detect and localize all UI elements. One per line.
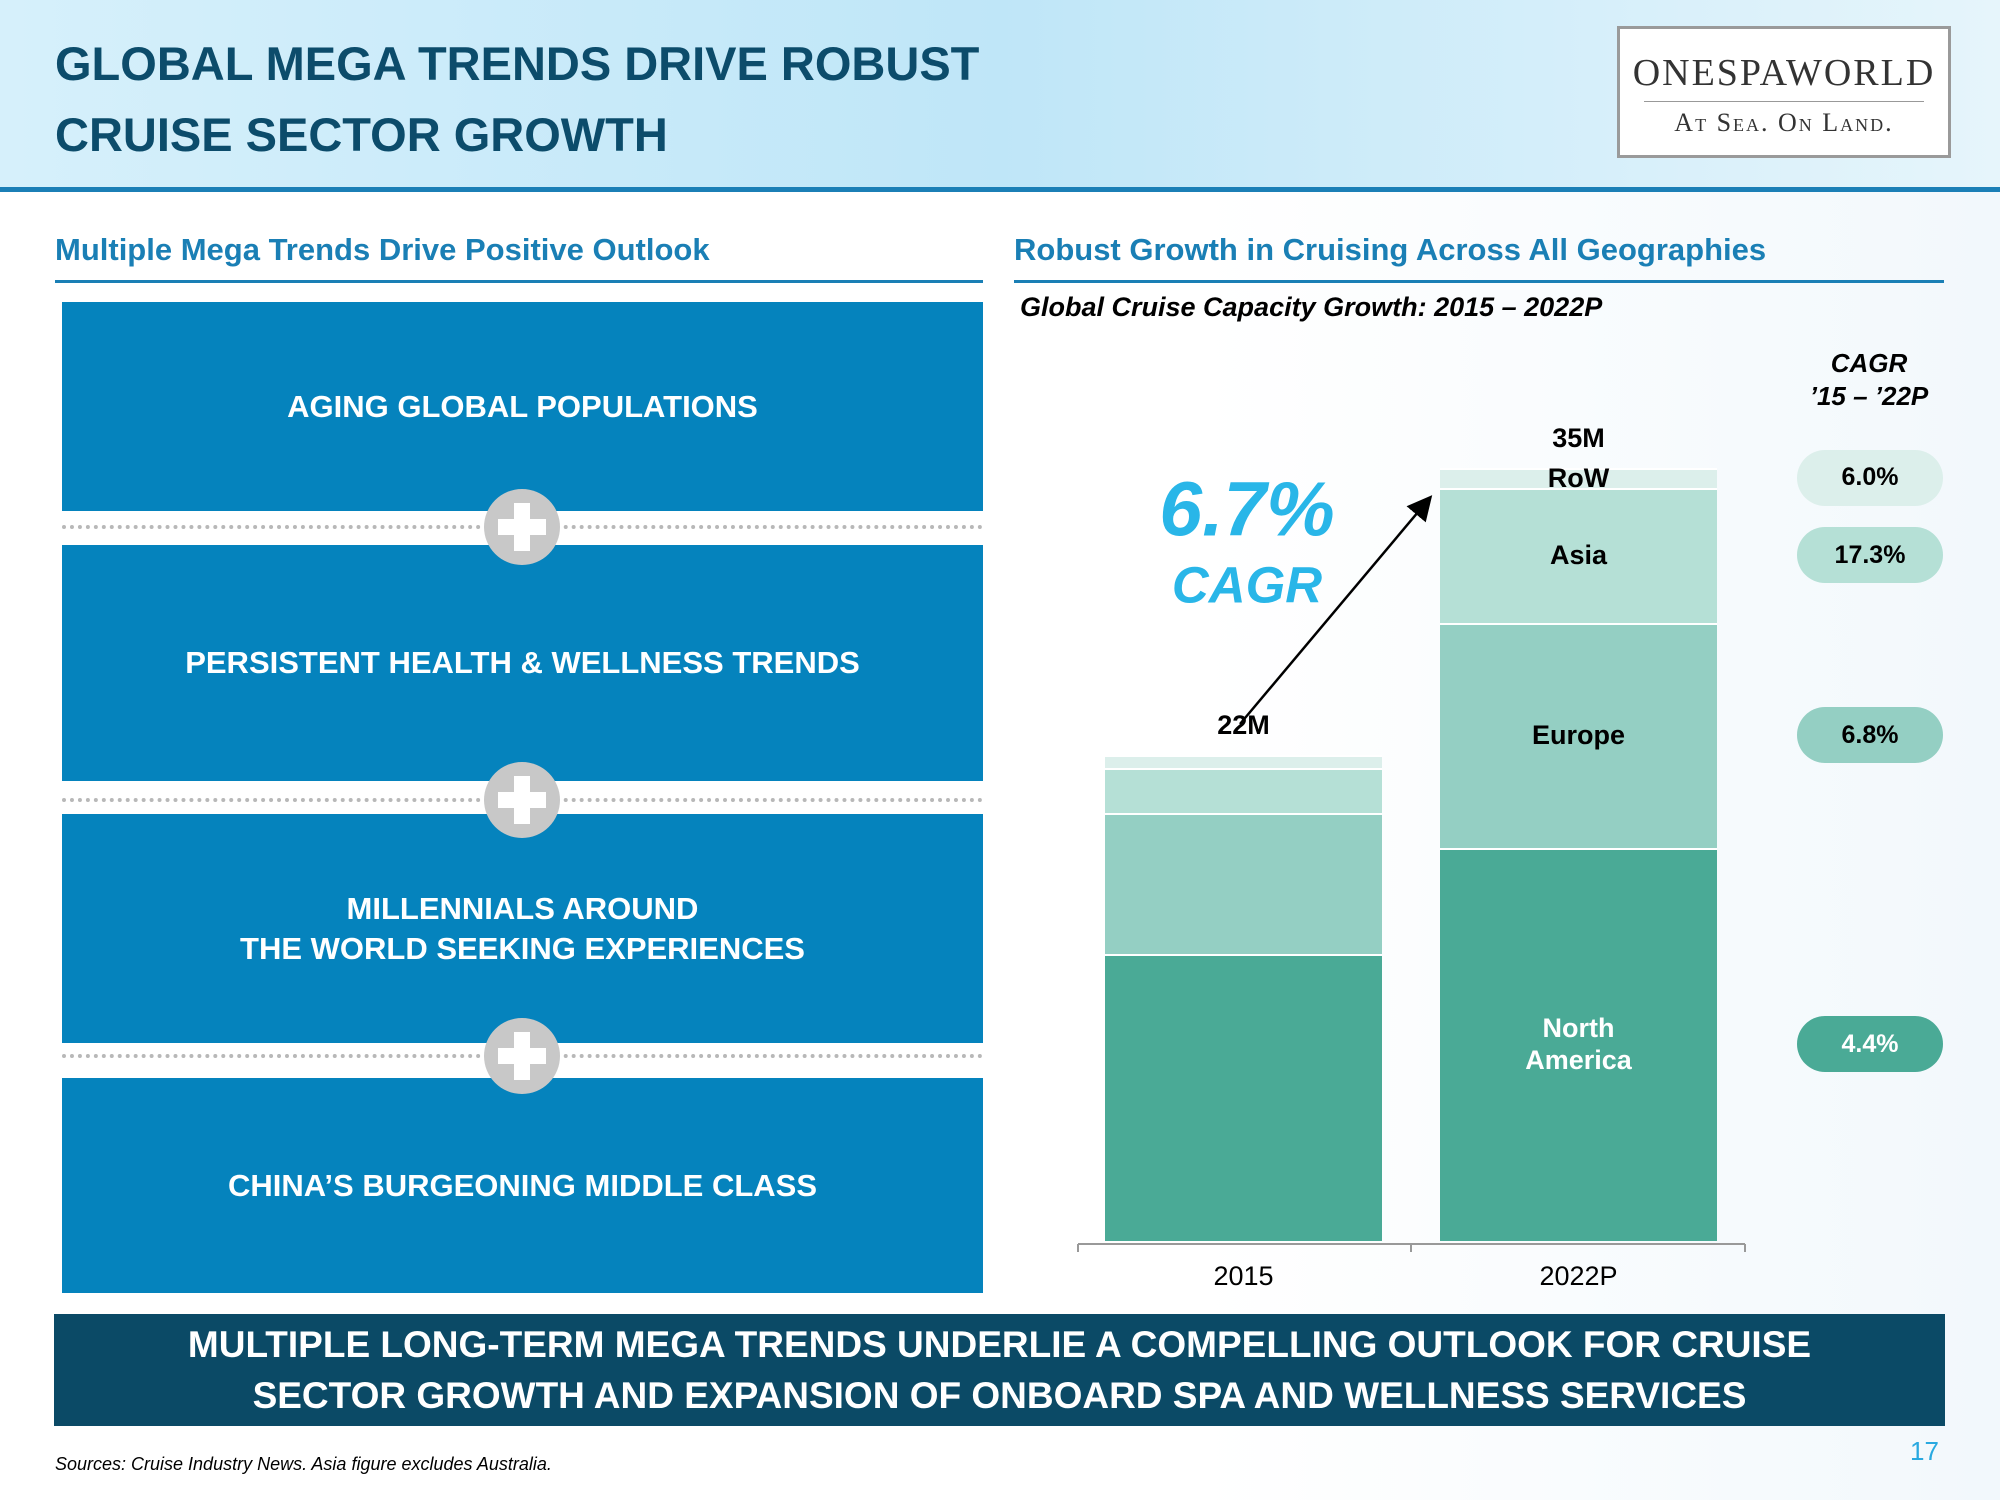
trend-text: PERSISTENT HEALTH & WELLNESS TRENDS bbox=[185, 645, 860, 680]
cagr-pill: 17.3% bbox=[1797, 527, 1943, 584]
arrow bbox=[1239, 495, 1433, 725]
bar-segment bbox=[1105, 768, 1382, 813]
cagr-pill: 6.0% bbox=[1797, 449, 1943, 506]
trend-text: CHINA’S BURGEONING MIDDLE CLASS bbox=[227, 1167, 818, 1203]
cagr-annotation: 6.7% bbox=[1159, 466, 1335, 553]
page-number: 17 bbox=[1910, 1436, 1939, 1466]
left-heading: Multiple Mega Trends Drive Positive Outl… bbox=[55, 232, 710, 267]
segment-label: Europe bbox=[1531, 720, 1625, 751]
logo-name: ONESPAWORLD bbox=[1632, 52, 1936, 94]
trend-text: AGING GLOBAL POPULATIONS bbox=[287, 388, 758, 424]
cagr-annotation-label: CAGR bbox=[1171, 556, 1323, 614]
banner-line: MULTIPLE LONG-TERM MEGA TRENDS UNDERLIE … bbox=[187, 1324, 1812, 1365]
bar-segment bbox=[1105, 953, 1382, 1241]
bar-segment bbox=[1440, 487, 1717, 623]
bar-segment bbox=[1440, 622, 1717, 848]
bar-segment bbox=[1105, 755, 1382, 769]
banner-line: SECTOR GROWTH AND EXPANSION OF ONBOARD S… bbox=[252, 1375, 1747, 1416]
conclusion-banner: MULTIPLE LONG-TERM MEGA TRENDS UNDERLIE … bbox=[54, 1314, 1945, 1426]
cagr-pill: 6.8% bbox=[1797, 707, 1943, 764]
trend-box: MILLENNIALS AROUND THE WORLD SEEKING EXPE… bbox=[62, 814, 983, 1043]
logo-tagline: At Sea. On Land. bbox=[1674, 108, 1894, 137]
chart-title: Global Cruise Capacity Growth: 2015 – 20… bbox=[1020, 292, 1603, 322]
logo: ONESPAWORLD At Sea. On Land. bbox=[1617, 26, 1951, 158]
bar-segment bbox=[1440, 468, 1717, 488]
right-heading: Robust Growth in Cruising Across All Geo… bbox=[1014, 232, 1767, 267]
cagr-pill: 4.4% bbox=[1797, 1016, 1943, 1073]
logo-rule bbox=[1644, 101, 1924, 102]
heading-rule bbox=[55, 280, 983, 283]
title-line: CRUISE SECTOR GROWTH bbox=[55, 108, 668, 161]
title-line: GLOBAL MEGA TRENDS DRIVE ROBUST bbox=[55, 37, 980, 90]
trend-box: CHINA’S BURGEONING MIDDLE CLASS bbox=[62, 1078, 983, 1293]
x-tick-label: 2022P bbox=[1539, 1261, 1618, 1291]
cagr-header-line: CAGR bbox=[1830, 348, 1908, 378]
bar-segment bbox=[1440, 847, 1717, 1241]
bar-segment bbox=[1105, 812, 1382, 954]
x-tick-label: 2015 bbox=[1213, 1261, 1274, 1291]
total-label: 35M bbox=[1552, 423, 1605, 453]
trend-text: MILLENNIALS AROUND bbox=[346, 890, 699, 926]
plus-icon bbox=[484, 762, 560, 838]
plus-icon bbox=[484, 489, 560, 565]
segment-label: RoW bbox=[1547, 462, 1610, 493]
cagr-header: CAGR ’15 – ’22P bbox=[1810, 347, 1929, 413]
heading-rule bbox=[1014, 280, 1944, 283]
total-label: 22M bbox=[1217, 710, 1270, 741]
cagr-header-line: ’15 – ’22P bbox=[1809, 381, 1929, 411]
trend-text: THE WORLD SEEKING EXPERIENCES bbox=[240, 930, 805, 966]
segment-label: North America bbox=[1525, 1013, 1632, 1076]
sources: Sources: Cruise Industry News. Asia figu… bbox=[55, 1454, 552, 1474]
trend-box: AGING GLOBAL POPULATIONS bbox=[62, 302, 983, 511]
trend-box: PERSISTENT HEALTH & WELLNESS TRENDS bbox=[62, 545, 983, 781]
segment-label: Asia bbox=[1549, 540, 1608, 571]
plus-icon bbox=[484, 1018, 560, 1094]
